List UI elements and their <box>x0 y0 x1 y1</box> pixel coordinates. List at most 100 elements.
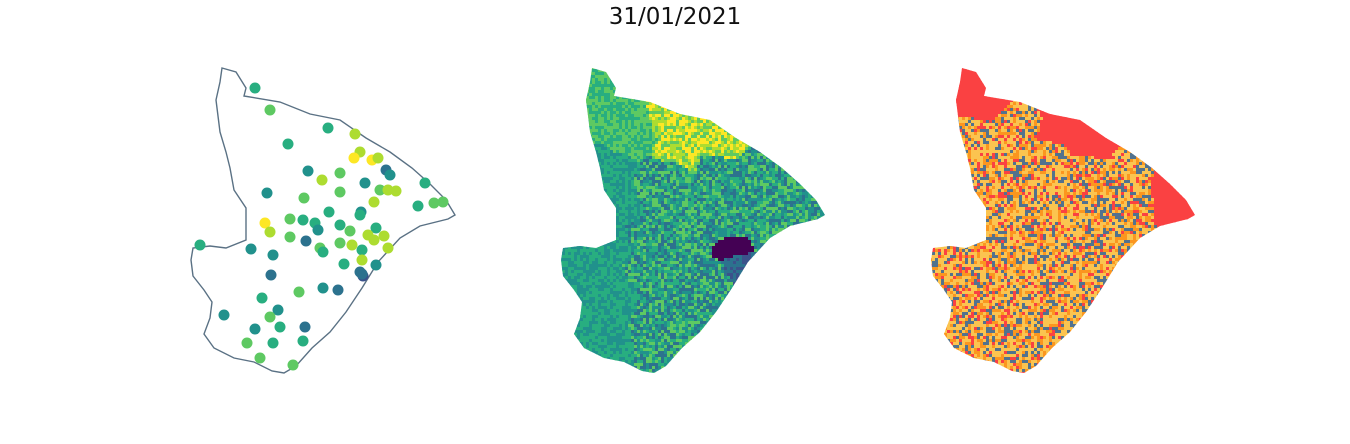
region-cell <box>772 177 776 181</box>
region-cell <box>658 111 662 115</box>
region-cell <box>679 135 683 139</box>
region-cell <box>595 150 599 154</box>
region-cell <box>796 192 800 196</box>
region-cell <box>715 120 719 124</box>
region-cell <box>832 192 836 196</box>
region-cell <box>715 117 719 121</box>
region-cell <box>754 105 758 109</box>
region-cell <box>676 93 680 97</box>
region-cell <box>664 165 668 169</box>
region-cell <box>766 108 770 112</box>
region-cell <box>628 162 632 166</box>
region-cell <box>550 171 554 175</box>
region-cell <box>643 153 647 157</box>
region-cell <box>709 153 713 157</box>
region-cell <box>694 129 698 133</box>
region-cell <box>706 96 710 100</box>
region-cell <box>580 186 584 190</box>
region-cell <box>670 78 674 82</box>
region-cell <box>787 90 791 94</box>
region-cell <box>640 75 644 79</box>
region-cell <box>613 63 617 67</box>
region-cell <box>561 96 563 100</box>
region-cell <box>748 105 752 109</box>
region-cell <box>631 192 635 196</box>
region-cell <box>658 90 662 94</box>
region-cell <box>745 147 749 151</box>
region-cell <box>646 141 650 145</box>
region-cell <box>751 111 755 115</box>
region-cell <box>772 102 776 106</box>
region-cell <box>595 129 599 133</box>
region-cell <box>637 60 641 64</box>
region-cell <box>652 162 656 166</box>
region-cell <box>739 174 743 178</box>
region-cell <box>553 177 557 181</box>
region-cell <box>763 174 767 178</box>
region-cell <box>835 165 839 169</box>
region-cell <box>817 201 821 205</box>
region-cell <box>697 162 701 166</box>
region-cell <box>742 144 746 148</box>
region-cell <box>607 141 611 145</box>
region-cell <box>748 69 752 73</box>
region-cell <box>742 201 746 205</box>
region-cell <box>565 141 569 145</box>
region-cell <box>778 108 782 112</box>
region-cell <box>697 201 701 205</box>
region-cell <box>637 210 641 214</box>
region-cell <box>595 180 599 184</box>
region-cell <box>631 162 635 166</box>
region-cell <box>820 141 824 145</box>
region-cell <box>766 81 770 85</box>
region-cell <box>739 210 743 214</box>
region-cell <box>811 84 815 88</box>
region-cell <box>601 105 605 109</box>
region-cell <box>796 126 800 130</box>
region-cell <box>583 147 587 151</box>
region-cell <box>712 90 716 94</box>
region-cell <box>706 129 710 133</box>
region-cell <box>556 129 560 133</box>
region-cell <box>772 189 776 193</box>
region-cell <box>571 192 575 196</box>
region-cell <box>775 189 779 193</box>
region-cell <box>829 99 833 103</box>
region-cell <box>589 75 593 79</box>
region-cell <box>766 174 770 178</box>
region-cell <box>631 129 635 133</box>
region-cell <box>619 117 623 121</box>
region-cell <box>667 144 671 148</box>
region-cell <box>820 144 824 148</box>
region-cell <box>802 162 806 166</box>
region-cell <box>574 123 578 127</box>
region-cell <box>829 108 833 112</box>
region-cell <box>634 201 638 205</box>
region-cell <box>757 60 761 64</box>
region-cell <box>676 153 680 157</box>
region-cell <box>589 210 593 214</box>
region-cell <box>676 141 680 145</box>
region-cell <box>736 186 740 190</box>
region-cell <box>703 68 707 70</box>
region-cell <box>649 132 653 136</box>
region-cell <box>568 150 572 154</box>
region-cell <box>760 114 764 118</box>
region-cell <box>670 150 674 154</box>
region-cell <box>706 63 710 67</box>
region-cell <box>622 75 626 79</box>
region-cell <box>718 81 722 85</box>
region-cell <box>604 177 608 181</box>
region-cell <box>631 81 635 85</box>
region-cell <box>742 96 746 100</box>
region-cell <box>550 159 554 163</box>
region-cell <box>742 84 746 88</box>
region-cell <box>721 195 725 199</box>
region-cell <box>745 144 749 148</box>
region-cell <box>664 138 668 142</box>
region-cell <box>823 153 825 157</box>
region-cell <box>631 201 635 205</box>
region-cell <box>757 162 761 166</box>
figure-title: 31/01/2021 <box>0 4 1350 30</box>
region-cell <box>715 201 719 205</box>
